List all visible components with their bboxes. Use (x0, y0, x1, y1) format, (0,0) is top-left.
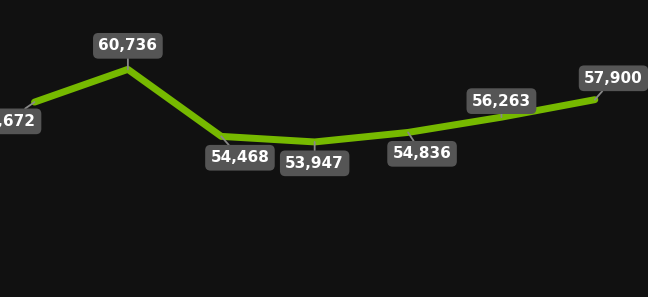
Text: 56,263: 56,263 (472, 94, 531, 117)
Text: 54,836: 54,836 (393, 132, 452, 161)
Text: 60,736: 60,736 (98, 38, 157, 69)
Text: 53,947: 53,947 (285, 142, 344, 171)
Text: 57,900: 57,900 (584, 71, 643, 100)
Text: 54,468: 54,468 (211, 136, 270, 165)
Text: 57,672: 57,672 (0, 102, 36, 129)
